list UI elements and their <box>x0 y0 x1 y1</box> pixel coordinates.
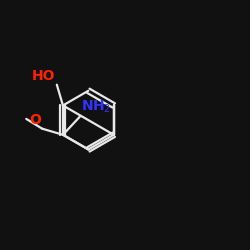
Text: O: O <box>29 114 41 128</box>
Text: NH$_2$: NH$_2$ <box>81 99 112 115</box>
Text: HO: HO <box>32 70 56 84</box>
